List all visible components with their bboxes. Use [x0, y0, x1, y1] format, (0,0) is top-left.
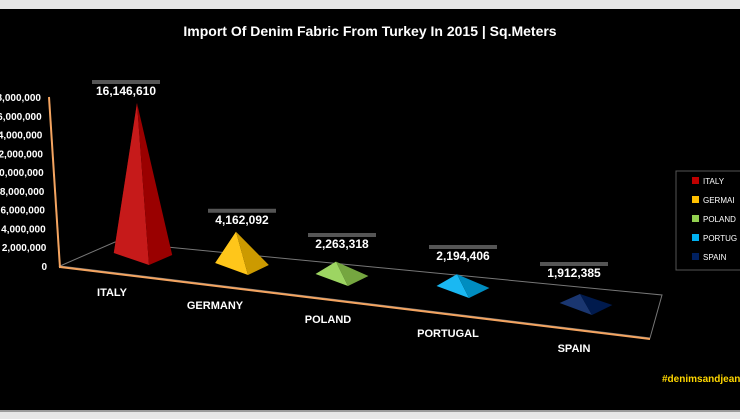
- pyramid-bar-spain: [559, 294, 613, 315]
- pyramid-face-left: [559, 294, 592, 315]
- data-label-plate: [540, 262, 608, 266]
- data-label: 4,162,092: [215, 213, 269, 227]
- data-label: 2,263,318: [315, 237, 369, 251]
- pyramid-face-left: [436, 274, 469, 298]
- x-tick-label: POLAND: [305, 314, 352, 326]
- data-label: 1,912,385: [547, 266, 601, 280]
- legend-swatch: [692, 215, 699, 222]
- legend: ITALY GERMAI POLAND PORTUG SPAIN: [675, 170, 740, 271]
- pyramid-face-right: [336, 261, 369, 286]
- x-tick-label: PORTUGAL: [417, 328, 479, 340]
- chart-background: [0, 9, 740, 411]
- data-labels: 16,146,610 4,162,092 2,263,318 2,194,406 1,9…: [92, 80, 608, 280]
- legend-label: GERMAI: [703, 196, 735, 205]
- pyramid-bar-portugal: [436, 274, 490, 298]
- pyramid-face-left: [215, 231, 248, 275]
- pyramid-bar-germany: [215, 231, 269, 275]
- y-tick-label: 6,000,000: [1, 206, 46, 217]
- legend-label: ITALY: [703, 177, 725, 186]
- legend-swatch: [692, 234, 699, 241]
- data-label-plate: [429, 245, 497, 249]
- y-axis-ticks: 0 2,000,000 4,000,000 6,000,000 8,000,000 10,…: [0, 93, 47, 273]
- legend-label: PORTUG: [703, 234, 737, 243]
- data-label-plate: [92, 80, 160, 84]
- legend-swatch: [692, 253, 699, 260]
- y-tick-label: 16,000,000: [0, 112, 42, 123]
- legend-box: [675, 170, 740, 271]
- pyramid-face-right: [137, 103, 173, 265]
- pyramid-bar-italy: [113, 103, 173, 265]
- x-axis-line: [59, 266, 651, 340]
- hashtag-footer: #denimsandjeans: [662, 374, 740, 385]
- y-tick-label: 0: [41, 262, 47, 273]
- y-tick-label: 14,000,000: [0, 131, 43, 142]
- pyramid-face-right: [580, 294, 613, 315]
- data-label-plate: [308, 233, 376, 237]
- legend-swatch: [692, 196, 699, 203]
- y-tick-label: 2,000,000: [2, 243, 47, 254]
- y-tick-label: 8,000,000: [0, 187, 45, 198]
- y-axis-line: [48, 96, 61, 269]
- pyramid-series: [113, 103, 613, 315]
- pyramid-bar-poland: [315, 261, 369, 286]
- legend-label: SPAIN: [703, 253, 727, 262]
- y-tick-label: 18,000,000: [0, 93, 41, 104]
- plot-area: 0 2,000,000 4,000,000 6,000,000 8,000,000 10,…: [0, 80, 663, 355]
- legend-swatch: [692, 177, 699, 184]
- pyramid-face-right: [457, 274, 490, 298]
- pyramid-face-right: [236, 231, 269, 275]
- x-tick-label: SPAIN: [558, 343, 591, 355]
- x-tick-label: ITALY: [97, 287, 128, 299]
- chart-title: Import Of Denim Fabric From Turkey In 20…: [183, 23, 556, 39]
- legend-label: POLAND: [703, 215, 736, 224]
- x-tick-label: GERMANY: [187, 300, 244, 312]
- data-label: 16,146,610: [96, 84, 156, 98]
- y-tick-label: 12,000,000: [0, 149, 43, 160]
- data-label: 2,194,406: [436, 249, 490, 263]
- pyramid-face-left: [315, 261, 348, 286]
- y-tick-label: 10,000,000: [0, 168, 44, 179]
- x-axis-tick-labels: ITALY GERMANY POLAND PORTUGAL SPAIN: [97, 287, 590, 355]
- y-tick-label: 4,000,000: [1, 224, 46, 235]
- data-label-plate: [208, 208, 276, 213]
- pyramid-face-left: [113, 103, 149, 265]
